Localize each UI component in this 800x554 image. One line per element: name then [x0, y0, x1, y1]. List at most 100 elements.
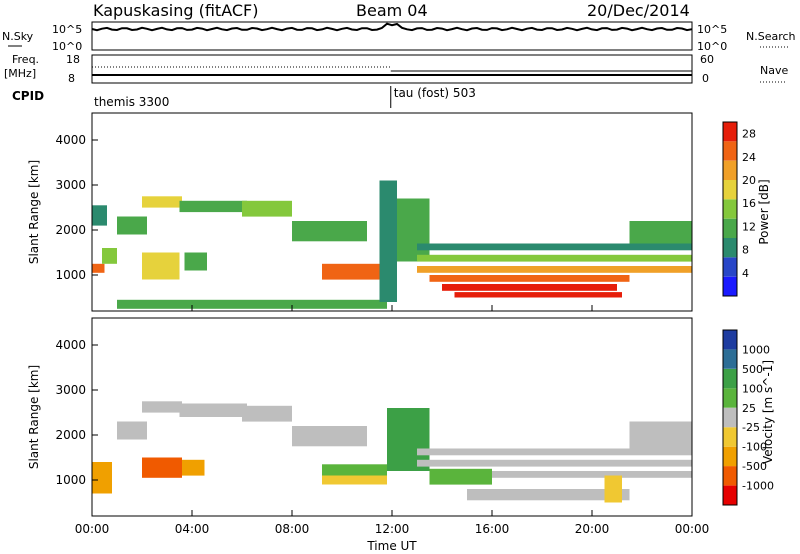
nave-tick-top: 60: [700, 53, 714, 66]
velocity-region-4: [242, 405, 292, 422]
velocity-colorbar-label: Velocity [m s^-1]: [761, 360, 775, 464]
velocity-region-6: [142, 457, 182, 478]
nsky-label: N.Sky: [2, 30, 34, 43]
power-colorbar-swatch-0: [723, 276, 737, 296]
power-colorbar-swatch-1: [723, 257, 737, 277]
cpid-label: CPID: [12, 89, 44, 103]
velocity-region-9: [322, 475, 387, 485]
velocity-region-11: [417, 448, 692, 456]
velocity-region-5: [292, 426, 367, 447]
velocity-panel: 1000 2000 3000 4000 Slant Range [km] 1000 50…: [27, 317, 775, 517]
power-region-15: [417, 254, 692, 262]
velocity-region-17: [629, 421, 692, 449]
nsearch-label: N.Search: [746, 30, 796, 43]
power-region-13: [397, 198, 430, 262]
nsearch-tick-top: 10^5: [697, 23, 727, 36]
power-ylabel: Slant Range [km]: [27, 160, 41, 264]
power-region-4: [142, 196, 182, 208]
frequency-panel: Freq. [MHz] 18 8 60 0 Nave: [4, 53, 788, 85]
velocity-region-14: [492, 471, 692, 478]
power-colorbar-tick-1: 8: [742, 244, 749, 257]
power-region-1: [92, 205, 107, 226]
power-colorbar-swatch-8: [723, 122, 737, 142]
cpid-mode-1: tau (fost) 503: [394, 86, 476, 100]
velocity-region-2: [142, 401, 182, 413]
velocity-region-15: [467, 489, 630, 501]
velocity-colorbar-tick-3: 25: [742, 402, 756, 415]
freq-unit: [MHz]: [4, 67, 36, 80]
beam-title: Beam 04: [356, 1, 428, 20]
noise-trace: [91, 22, 693, 32]
xtick-label-3: 12:00: [375, 522, 410, 536]
power-region-17: [429, 275, 630, 282]
power-colorbar-label: Power [dB]: [757, 179, 771, 244]
velocity-colorbar-tick-4: -25: [742, 421, 760, 434]
power-region-6: [242, 200, 292, 217]
velocity-region-16: [604, 475, 622, 503]
power-region-10: [322, 263, 387, 280]
power-ytick-label-3: 4000: [55, 133, 86, 147]
freq-tick-bottom: 8: [68, 72, 75, 85]
power-colorbar-tick-3: 16: [742, 197, 756, 210]
time-axis: 00:00 04:00 08:00 12:00 16:00 20:00 00:00: [75, 305, 709, 536]
velocity-region-12: [417, 459, 692, 467]
nsky-tick-top: 10^5: [52, 23, 82, 36]
nsky-tick-bottom: 10^0: [52, 40, 82, 53]
power-region-16: [417, 266, 692, 273]
velocity-colorbar-tick-2: 100: [742, 382, 763, 395]
power-region-18: [442, 284, 617, 291]
cpid-panel: CPID themis 3300 tau (fost) 503: [12, 86, 476, 109]
nave-tick-bottom: 0: [702, 72, 709, 85]
nave-label: Nave: [760, 64, 788, 77]
xtick-label-2: 08:00: [275, 522, 310, 536]
velocity-cells: [92, 401, 692, 503]
power-colorbar: 4 8 12 16 20 24 28: [722, 121, 756, 297]
velocity-colorbar-swatch-8: [723, 330, 737, 350]
power-colorbar-swatch-4: [723, 199, 737, 219]
velocity-colorbar-tick-1: 500: [742, 363, 763, 376]
velocity-region-8: [322, 464, 387, 476]
nsearch-tick-bottom: 10^0: [697, 40, 727, 53]
power-colorbar-tick-5: 24: [742, 151, 756, 164]
velocity-region-0: [92, 462, 112, 494]
power-region-11: [117, 299, 387, 309]
site-title: Kapuskasing (fitACF): [93, 1, 258, 20]
velocity-colorbar-tick-0: 1000: [742, 343, 770, 356]
power-region-2: [102, 248, 117, 264]
velocity-colorbar-swatch-0: [723, 485, 737, 505]
power-colorbar-swatch-6: [723, 160, 737, 180]
power-region-14: [417, 243, 692, 251]
velocity-colorbar-swatch-7: [723, 349, 737, 369]
power-colorbar-swatch-2: [723, 238, 737, 258]
power-ytick-label-2: 3000: [55, 178, 86, 192]
power-region-0: [92, 263, 105, 273]
velocity-ytick-label-3: 4000: [55, 338, 86, 352]
power-colorbar-swatch-5: [723, 180, 737, 200]
power-region-3: [117, 216, 147, 235]
power-colorbar-tick-6: 28: [742, 128, 756, 141]
power-region-12: [379, 180, 397, 302]
velocity-colorbar-swatch-4: [723, 407, 737, 428]
power-region-20: [629, 221, 692, 244]
velocity-region-13: [429, 468, 492, 485]
power-colorbar-tick-4: 20: [742, 174, 756, 187]
power-colorbar-swatch-3: [723, 218, 737, 238]
cpid-mode-0: themis 3300: [94, 95, 169, 109]
velocity-colorbar-swatch-3: [723, 427, 737, 447]
velocity-region-3: [179, 403, 247, 417]
power-region-19: [454, 292, 622, 298]
power-region-9: [184, 252, 207, 271]
power-region-5: [179, 200, 247, 213]
power-region-8: [142, 252, 180, 280]
power-ytick-label-1: 2000: [55, 223, 86, 237]
velocity-colorbar-swatch-5: [723, 388, 737, 408]
power-ytick-label-0: 1000: [55, 268, 86, 282]
velocity-ytick-label-2: 3000: [55, 383, 86, 397]
power-colorbar-tick-2: 12: [742, 220, 756, 233]
freq-tick-top: 18: [66, 53, 80, 66]
time-axis-label: Time UT: [366, 539, 417, 553]
velocity-colorbar-tick-6: -500: [742, 460, 767, 473]
velocity-colorbar: 1000 500 100 25 -25 -100 -500 -1000: [722, 329, 774, 506]
velocity-region-1: [117, 421, 147, 440]
